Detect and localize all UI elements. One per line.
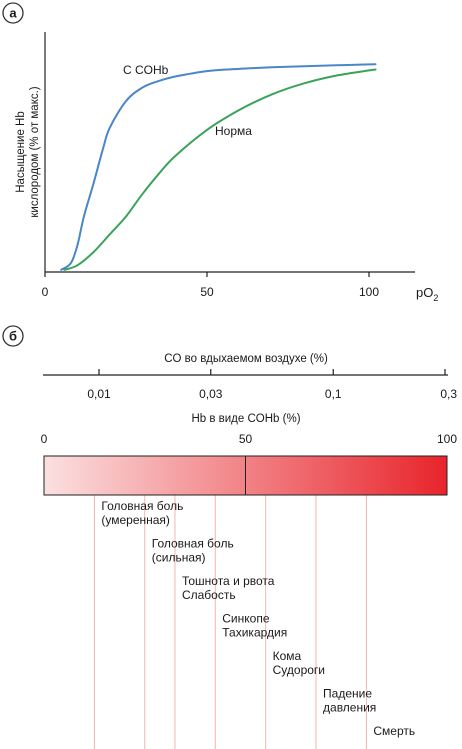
symptom-label: Тошнота и рвота [182, 574, 275, 588]
symptom-gridlines [93, 495, 367, 749]
symptom-label: Судороги [273, 663, 325, 677]
x-tick-group: 0 50 100 [42, 272, 379, 299]
symptom-label: Смерть [373, 724, 415, 738]
co-tick-group: 0,01 0,03 0,1 0,3 [87, 369, 457, 401]
x-tick-label: 100 [359, 285, 379, 299]
x-tick-label: 0 [42, 285, 49, 299]
panel-a-badge-circle [2, 2, 24, 24]
hb-tick-label: 100 [437, 432, 457, 446]
series-label-cohb: С COHb [123, 63, 169, 77]
series-line-norma [63, 68, 377, 271]
co-tick-label: 0,3 [440, 387, 457, 401]
series-label-norma: Норма [215, 124, 252, 138]
hb-axis-title: Hb в виде COHb (%) [191, 413, 300, 425]
co-tick-label: 0,01 [87, 387, 111, 401]
symptom-label: Тахикардия [222, 626, 287, 640]
panel-a-badge: а [9, 6, 17, 21]
co-tick-label: 0,03 [199, 387, 223, 401]
symptom-label: Головная боль [152, 537, 234, 551]
series-line-cohb [60, 63, 377, 271]
symptom-label: (умеренная) [101, 513, 170, 527]
symptom-label: (сильная) [152, 551, 206, 565]
symptom-labels: Головная боль(умеренная)Головная боль(си… [101, 499, 415, 738]
co-axis-title: CO во вдыхаемом воздухе (%) [164, 353, 328, 365]
x-tick-label: 50 [200, 285, 214, 299]
y-axis-label-line1: Насыщение Hb [15, 111, 27, 193]
panel-b-badge: б [9, 329, 17, 344]
hb-tick-group: 0 50 100 [41, 432, 458, 446]
x-axis-label-subscript: 2 [433, 293, 438, 303]
co-tick-label: 0,1 [325, 387, 342, 401]
symptom-label: Головная боль [101, 499, 183, 513]
panel-b: б CO во вдыхаемом воздухе (%) 0,01 0,03 0,… [2, 325, 458, 749]
x-axis-label-main: pO [416, 285, 433, 300]
symptom-label: давления [323, 701, 376, 715]
panel-a: а Насыщение Hb кислородом (% от макс.) 0… [2, 2, 438, 303]
y-axis-label-line2: кислородом (% от макс.) [29, 86, 41, 217]
symptom-label: Синкопе [222, 612, 270, 626]
symptom-label: Кома [273, 649, 302, 663]
hb-tick-label: 0 [41, 432, 48, 446]
symptom-label: Падение [323, 687, 372, 701]
symptom-label: Слабость [182, 588, 236, 602]
x-axis-label: pO2 [416, 285, 438, 303]
series-group [60, 63, 377, 271]
panel-b-badge-circle [2, 325, 24, 347]
hb-tick-label: 50 [239, 432, 253, 446]
